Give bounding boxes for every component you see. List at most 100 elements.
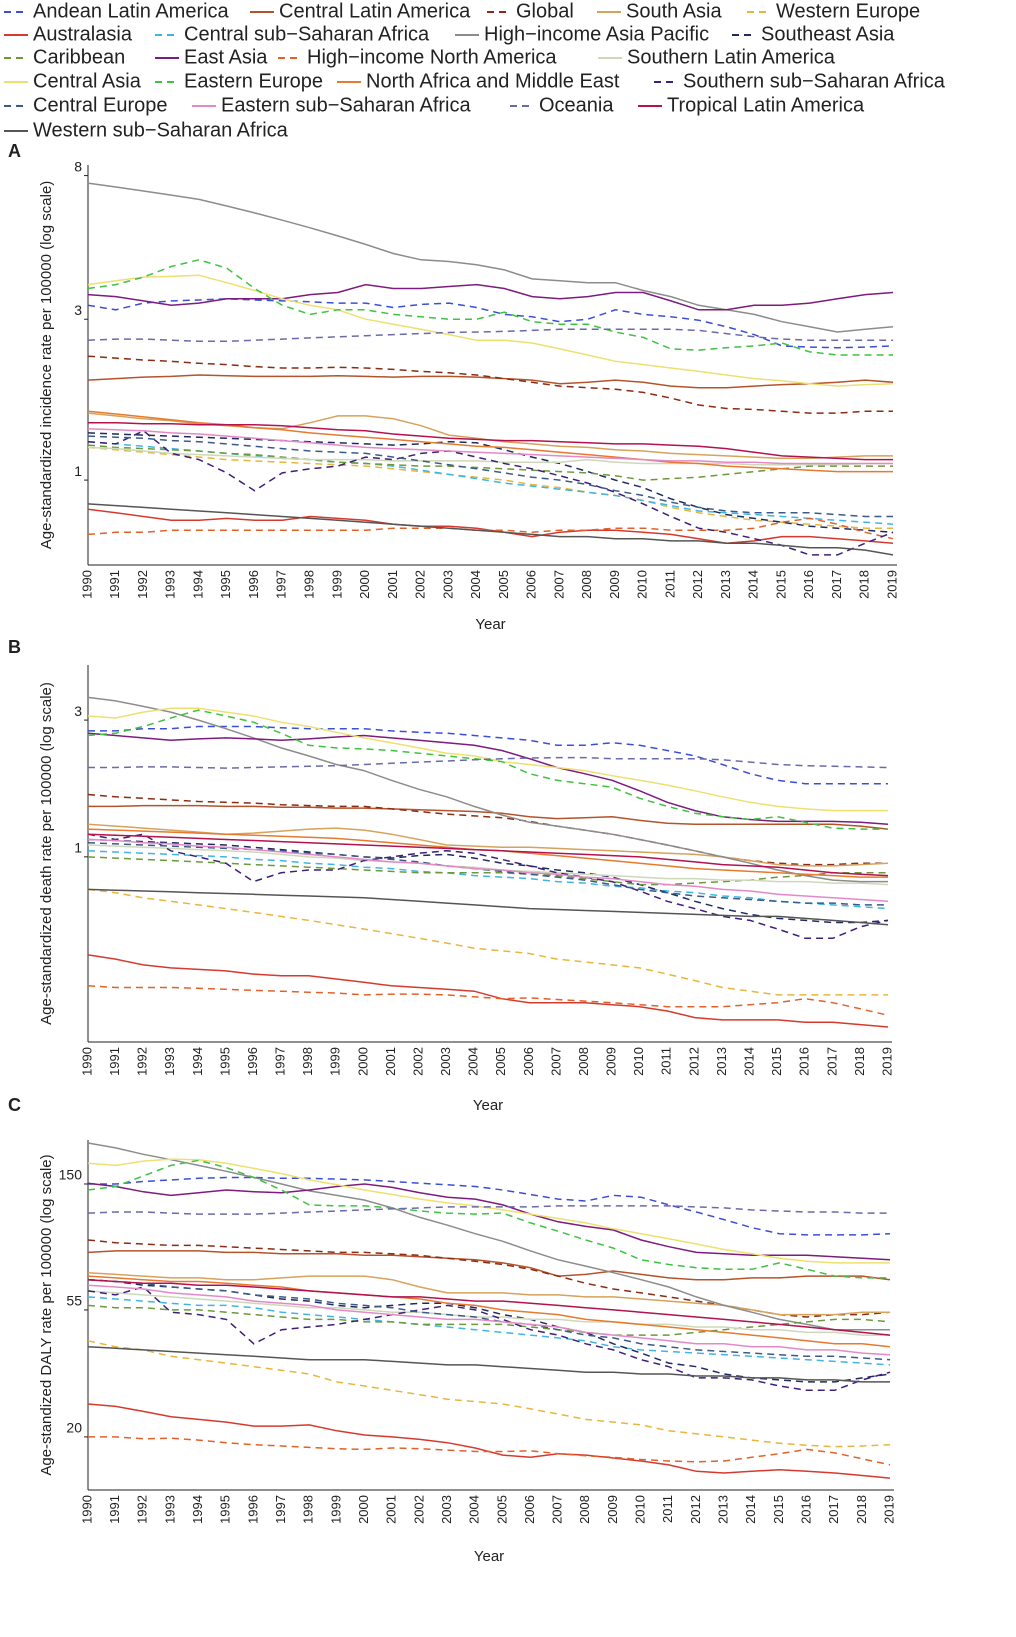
x-tick-label: 1992 — [135, 1495, 150, 1524]
series-line — [87, 838, 889, 924]
x-tick-label: 2010 — [631, 1047, 646, 1076]
x-tick-label: 2000 — [356, 1495, 371, 1524]
series-line — [87, 274, 894, 387]
x-tick-label: 2005 — [494, 1495, 509, 1524]
series-line — [87, 1278, 891, 1361]
x-tick-label: 2011 — [662, 570, 677, 598]
x-tick-label: 2009 — [607, 570, 622, 599]
x-tick-label: 2019 — [884, 570, 899, 599]
x-tick-label: 2010 — [633, 1495, 648, 1524]
x-tick-label: 2008 — [579, 570, 594, 599]
legend-label: Western sub−Saharan Africa — [33, 119, 289, 141]
series-line — [87, 696, 888, 883]
panel-label: C — [8, 1095, 21, 1115]
series-line — [87, 283, 894, 311]
x-tick-label: 2004 — [466, 1047, 481, 1076]
x-tick-label: 2015 — [769, 1047, 784, 1076]
panel-label: A — [8, 141, 21, 161]
x-tick-label: 2006 — [521, 1047, 536, 1076]
legend-label: Central Latin America — [279, 0, 471, 22]
x-tick-label: 2019 — [881, 1495, 896, 1524]
series-line — [88, 1436, 891, 1466]
x-tick-label: 1994 — [190, 570, 205, 599]
legend-label: Southern Latin America — [627, 46, 836, 68]
series-line — [87, 850, 889, 910]
x-tick-label: 2001 — [385, 570, 400, 599]
series-line — [87, 355, 893, 414]
series-line — [87, 1182, 891, 1261]
series-line — [87, 259, 893, 356]
x-tick-label: 2019 — [879, 1047, 894, 1076]
legend-label: North Africa and Middle East — [366, 70, 620, 92]
x-tick-label: 2018 — [854, 1495, 869, 1524]
series-line — [87, 435, 893, 518]
x-tick-label: 1993 — [162, 1495, 177, 1524]
y-axis-title: Age-standardized incidence rate per 1000… — [38, 181, 55, 550]
legend-label: Tropical Latin America — [667, 94, 865, 116]
x-tick-label: 1997 — [273, 1495, 288, 1524]
x-tick-label: 2013 — [716, 1495, 731, 1524]
x-tick-label: 1990 — [79, 1495, 94, 1524]
x-tick-label: 1996 — [246, 570, 261, 599]
legend-label: Eastern sub−Saharan Africa — [221, 94, 471, 116]
series-line — [87, 429, 894, 556]
x-tick-label: 2011 — [659, 1047, 674, 1075]
series-line — [87, 985, 889, 1017]
series-line — [87, 1158, 890, 1264]
x-tick-label: 1992 — [135, 1047, 150, 1076]
x-tick-label: 2000 — [355, 1047, 370, 1076]
series-line — [87, 888, 889, 926]
legend-label: Australasia — [33, 23, 133, 45]
legend-label: Global — [516, 0, 574, 22]
x-tick-label: 1996 — [245, 1047, 260, 1076]
series-line — [87, 838, 889, 903]
y-tick-label: 3 — [74, 703, 82, 719]
series-line — [88, 756, 889, 769]
x-tick-label: 1991 — [107, 1047, 122, 1076]
x-tick-label: 2004 — [467, 1495, 482, 1524]
series-line — [87, 374, 894, 389]
x-tick-label: 2003 — [440, 570, 455, 599]
x-tick-label: 2003 — [439, 1495, 454, 1524]
x-tick-label: 1999 — [328, 1495, 343, 1524]
series-line — [87, 444, 893, 481]
x-tick-label: 2014 — [743, 1495, 758, 1524]
legend-label: Caribbean — [33, 46, 125, 68]
x-tick-label: 2002 — [413, 570, 428, 599]
x-tick-label: 2008 — [576, 1047, 591, 1076]
series-line — [87, 856, 888, 886]
legend-label: Andean Latin America — [33, 0, 230, 22]
x-tick-label: 2018 — [852, 1047, 867, 1076]
series-line — [87, 517, 894, 540]
x-tick-label: 2009 — [604, 1047, 619, 1076]
x-tick-label: 1991 — [107, 1495, 122, 1524]
x-tick-label: 2007 — [550, 1495, 565, 1524]
series-line — [87, 1275, 891, 1348]
series-line — [87, 1250, 891, 1281]
legend-label: Central Asia — [33, 70, 142, 92]
legend-label: Central Europe — [33, 94, 168, 116]
legend-label: Oceania — [539, 94, 614, 116]
x-tick-label: 1997 — [274, 570, 289, 599]
series-line — [87, 1271, 890, 1316]
x-tick-label: 2003 — [438, 1047, 453, 1076]
x-tick-label: 1998 — [300, 1047, 315, 1076]
legend-label: High−income Asia Pacific — [484, 23, 709, 45]
y-tick-label: 1 — [74, 463, 82, 479]
series-line — [88, 421, 893, 461]
x-tick-label: 1991 — [107, 570, 122, 599]
x-tick-label: 1998 — [301, 1495, 316, 1524]
y-axis-title: Age-standized DALY rate per 100000 (log … — [38, 1154, 55, 1475]
x-tick-label: 2009 — [605, 1495, 620, 1524]
x-tick-label: 2017 — [824, 1047, 839, 1076]
panel-label: B — [8, 637, 21, 657]
series-line — [87, 427, 893, 465]
series-line — [87, 1304, 891, 1336]
x-tick-label: 2016 — [798, 1495, 813, 1524]
series-line — [87, 182, 894, 333]
x-tick-label: 2001 — [384, 1495, 399, 1524]
series-line — [87, 446, 893, 529]
series-line — [87, 793, 888, 866]
x-axis-title: Year — [474, 1548, 504, 1565]
legend-label: Southeast Asia — [761, 23, 895, 45]
